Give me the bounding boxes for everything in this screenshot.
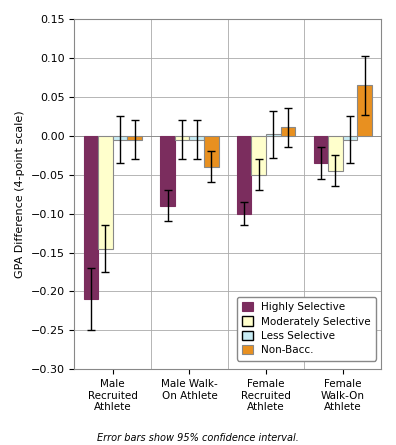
Bar	[281, 127, 295, 136]
Bar	[237, 136, 251, 214]
Bar	[357, 85, 372, 136]
Bar	[204, 136, 219, 167]
Bar	[328, 136, 343, 171]
Bar	[189, 136, 204, 140]
Bar	[113, 136, 127, 140]
Y-axis label: GPA Difference (4-point scale): GPA Difference (4-point scale)	[15, 110, 25, 278]
Text: Error bars show 95% confidence interval.: Error bars show 95% confidence interval.	[97, 433, 299, 443]
Bar	[160, 136, 175, 206]
Legend: Highly Selective, Moderately Selective, Less Selective, Non-Bacc.: Highly Selective, Moderately Selective, …	[237, 297, 376, 360]
Bar	[251, 136, 266, 175]
Bar	[84, 136, 98, 299]
Bar	[266, 134, 281, 136]
Bar	[175, 136, 189, 140]
Bar	[127, 136, 142, 140]
Bar	[314, 136, 328, 163]
Bar	[343, 136, 357, 140]
Bar	[98, 136, 113, 249]
